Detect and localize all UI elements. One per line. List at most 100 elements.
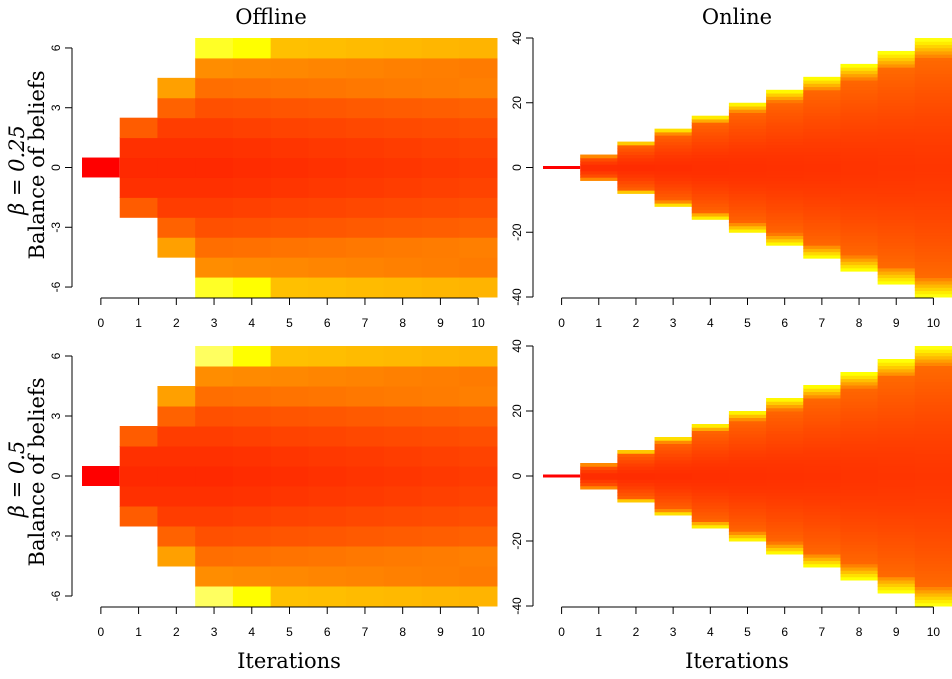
heatmap-cell (877, 267, 916, 272)
heatmap-cell (840, 489, 879, 493)
x-tick-label: 9 (893, 316, 900, 330)
heatmap-cell (914, 183, 952, 188)
heatmap-cell (840, 186, 879, 191)
heatmap-cell (270, 346, 309, 367)
heatmap-cell (914, 433, 952, 438)
heatmap-cell (195, 177, 234, 198)
heatmap-cell (914, 41, 952, 45)
heatmap-cell (914, 122, 952, 126)
heatmap-cell (877, 254, 916, 259)
heatmap-cell (914, 524, 952, 529)
heatmap-cell (914, 446, 952, 451)
heatmap-cell (914, 349, 952, 353)
heatmap-cell (654, 502, 693, 506)
heatmap-cell (803, 528, 841, 532)
heatmap-cell (914, 372, 952, 376)
heatmap-cell (654, 466, 693, 470)
heatmap-cell (728, 180, 767, 185)
heatmap-cell (346, 406, 385, 427)
heatmap-cell (766, 199, 804, 204)
heatmap-cell (803, 196, 841, 201)
heatmap-cell (803, 128, 841, 133)
heatmap-cell (914, 216, 952, 220)
heatmap-cell (346, 77, 385, 99)
heatmap-cell (914, 190, 952, 194)
heatmap-cell (803, 456, 841, 461)
x-tick-label: 9 (437, 316, 444, 330)
heatmap-cell (840, 173, 879, 178)
heatmap-cell (270, 257, 309, 278)
heatmap-cell (877, 450, 916, 454)
heatmap-cell (914, 118, 952, 123)
heatmap-cell (766, 118, 804, 123)
heatmap-cell (157, 97, 196, 119)
heatmap-cell (728, 518, 767, 522)
heatmap-cell (877, 118, 916, 123)
heatmap-cell (728, 515, 767, 519)
heatmap-cell (914, 362, 952, 366)
heatmap-cell (766, 492, 804, 496)
heatmap-cell (308, 466, 347, 487)
heatmap-cell (195, 38, 234, 59)
heatmap-cell (914, 537, 952, 542)
heatmap-cell (459, 526, 498, 547)
heatmap-cell (877, 563, 916, 568)
heatmap-cell (617, 186, 656, 191)
heatmap-cell (654, 443, 693, 448)
heatmap-cell (914, 164, 952, 168)
heatmap-cell (383, 97, 423, 119)
heatmap-cell (119, 197, 158, 218)
heatmap-cell (840, 164, 879, 168)
heatmap-cell (877, 505, 916, 509)
heatmap-cell (877, 375, 916, 379)
heatmap-cell (877, 573, 916, 578)
heatmap-cell (654, 148, 693, 152)
heatmap-cell (877, 554, 916, 558)
heatmap-cell (691, 446, 730, 451)
heatmap-cell (270, 546, 309, 567)
heatmap-cell (691, 196, 730, 201)
y-tick-label: 0 (49, 164, 63, 171)
heatmap-cell (383, 277, 423, 298)
heatmap-cell (877, 365, 916, 370)
heatmap-cell (308, 366, 347, 387)
heatmap-cell (459, 237, 498, 258)
heatmap-cell (803, 154, 841, 159)
heatmap-cell (914, 63, 952, 68)
heatmap-cell (840, 427, 879, 431)
heatmap-cell (766, 109, 804, 113)
heatmap-cell (914, 482, 952, 487)
heatmap-cell (840, 576, 879, 581)
heatmap-cell (877, 89, 916, 94)
heatmap-cell (728, 446, 767, 451)
heatmap-cell (728, 420, 767, 425)
heatmap-cell (914, 398, 952, 402)
heatmap-cell (914, 407, 952, 412)
heatmap-cell (270, 157, 309, 178)
heatmap-cell (654, 489, 693, 493)
heatmap-cell (766, 414, 804, 418)
panel-offline-beta-0-25: -6 -3 0 3 6 0 1 2 3 4 5 6 7 8 9 10 (49, 38, 498, 330)
heatmap-cell (877, 589, 916, 594)
heatmap-cell (346, 177, 385, 198)
heatmap-cell (421, 466, 460, 487)
heatmap-cell (840, 216, 879, 220)
heatmap-cell (877, 524, 916, 529)
heatmap-cell (654, 469, 693, 474)
heatmap-cell (914, 505, 952, 509)
heatmap-cell (766, 183, 804, 188)
heatmap-cell (803, 144, 841, 149)
x-tick-label: 2 (633, 625, 640, 639)
heatmap-cell (877, 193, 916, 198)
heatmap-cell (728, 177, 767, 181)
heatmap-cell (840, 518, 879, 522)
heatmap-cell (766, 541, 804, 545)
heatmap-cell (459, 586, 498, 607)
heatmap-cell (766, 443, 804, 448)
heatmap-cell (728, 148, 767, 152)
heatmap-cell (157, 197, 196, 218)
heatmap-cell (691, 203, 730, 207)
heatmap-cell (232, 586, 272, 607)
heatmap-cell (728, 495, 767, 500)
